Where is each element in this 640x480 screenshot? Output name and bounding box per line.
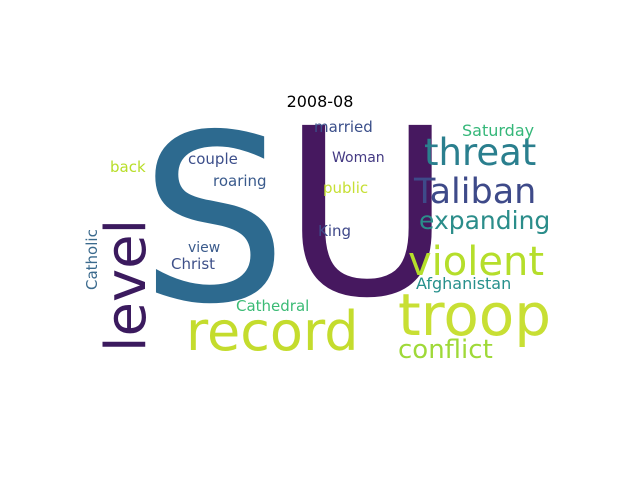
word-couple: couple (188, 150, 238, 168)
word-taliban: Taliban (413, 172, 536, 212)
word-threat: threat (424, 131, 536, 174)
word-woman: Woman (332, 150, 385, 166)
word-conflict: conflict (398, 335, 493, 365)
word-level: level (94, 219, 159, 352)
word-expanding: expanding (419, 206, 550, 235)
word-afghanistan: Afghanistan (416, 274, 511, 293)
word-christ: Christ (171, 255, 215, 273)
word-king: King (318, 222, 351, 240)
word-view: view (188, 240, 220, 256)
word-su: S (140, 85, 287, 355)
word-record: record (186, 300, 359, 363)
word-u: U (282, 79, 452, 349)
word-back: back (110, 158, 146, 176)
word-violent: violent (408, 239, 544, 285)
word-public: public (323, 179, 368, 197)
chart-title: 2008-08 (286, 92, 354, 111)
word-saturday: Saturday (462, 121, 534, 140)
word-roaring: roaring (213, 172, 267, 190)
word-cathedral: Cathedral (236, 297, 309, 315)
word-catholic: Catholic (83, 229, 101, 290)
word-troop: troop (398, 281, 551, 349)
word-married: married (314, 118, 373, 136)
